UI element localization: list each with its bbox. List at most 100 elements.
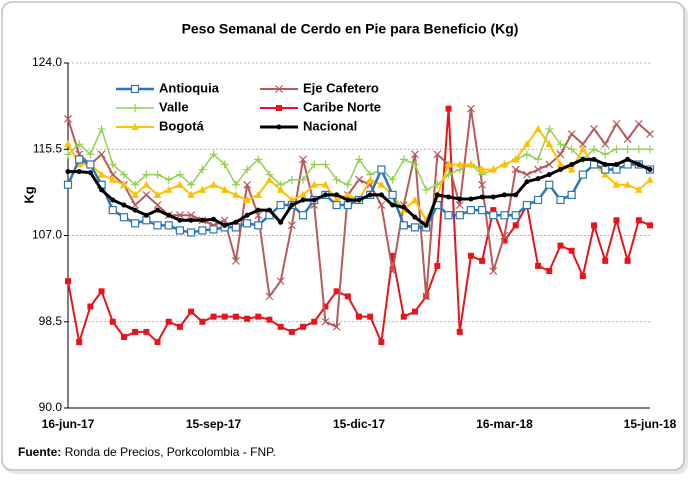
marker — [625, 156, 631, 162]
marker — [121, 202, 127, 208]
marker — [276, 277, 285, 286]
y-tick-label: 115.5 — [33, 141, 62, 155]
marker — [489, 165, 498, 173]
marker — [612, 165, 621, 174]
marker — [545, 124, 554, 133]
marker — [434, 192, 440, 198]
marker — [478, 180, 487, 189]
marker — [86, 160, 95, 169]
marker — [378, 339, 385, 346]
marker — [500, 211, 509, 220]
x-tick-label: 16-jun-17 — [42, 417, 95, 431]
marker — [131, 104, 139, 112]
marker — [108, 160, 117, 169]
marker — [467, 252, 474, 259]
marker — [298, 211, 308, 220]
marker — [511, 165, 520, 174]
marker — [64, 140, 72, 148]
marker — [332, 322, 341, 331]
marker — [411, 308, 418, 315]
marker — [87, 303, 94, 310]
marker — [344, 293, 351, 300]
marker — [221, 313, 228, 320]
marker — [545, 160, 554, 169]
marker — [356, 313, 362, 320]
marker — [456, 328, 463, 335]
marker — [500, 231, 509, 240]
marker — [299, 190, 307, 198]
marker — [434, 262, 441, 269]
marker — [345, 197, 351, 203]
legend-label: Valle — [159, 99, 189, 114]
legend-label: Nacional — [303, 118, 357, 133]
marker — [333, 288, 340, 295]
x-tick-label: 15-jun-18 — [624, 417, 677, 431]
marker — [244, 315, 251, 322]
marker — [310, 180, 319, 188]
marker — [210, 313, 217, 320]
marker — [601, 170, 610, 178]
x-tick-label: 15-sep-17 — [186, 417, 242, 431]
marker — [64, 114, 72, 123]
marker — [187, 211, 196, 220]
marker — [198, 165, 207, 174]
marker — [522, 150, 531, 159]
marker — [287, 175, 296, 184]
marker — [377, 165, 386, 174]
marker — [265, 292, 274, 301]
marker — [623, 135, 632, 144]
marker — [175, 170, 184, 179]
marker — [209, 150, 218, 159]
marker — [635, 217, 642, 224]
marker — [467, 160, 475, 168]
marker — [142, 170, 151, 179]
marker — [153, 201, 162, 209]
chart-title: Peso Semanal de Cerdo en Pie para Benefi… — [182, 21, 519, 37]
marker — [444, 211, 453, 220]
marker — [534, 165, 543, 174]
marker — [332, 175, 341, 184]
marker — [445, 105, 452, 112]
series — [65, 105, 653, 346]
marker — [602, 257, 609, 264]
marker — [567, 165, 576, 173]
marker — [466, 104, 475, 113]
marker — [579, 273, 586, 280]
marker — [198, 226, 207, 235]
marker — [343, 180, 352, 189]
marker — [287, 221, 296, 230]
marker — [343, 200, 352, 210]
marker — [366, 175, 374, 183]
marker — [569, 161, 575, 167]
marker — [602, 161, 608, 167]
marker — [399, 155, 408, 164]
marker — [580, 156, 586, 162]
marker — [636, 161, 642, 167]
marker — [322, 303, 329, 310]
marker — [556, 150, 565, 159]
marker — [545, 140, 554, 148]
marker — [489, 267, 498, 275]
marker — [199, 318, 206, 325]
marker — [209, 225, 218, 234]
marker — [590, 125, 598, 133]
marker — [175, 211, 184, 220]
marker — [233, 219, 239, 225]
legend-label: Caribe Norte — [303, 99, 381, 114]
marker — [367, 313, 374, 320]
marker — [378, 192, 384, 198]
marker — [244, 212, 250, 218]
marker — [131, 190, 139, 198]
marker — [601, 165, 610, 174]
marker — [188, 217, 194, 223]
marker — [132, 207, 138, 213]
marker — [401, 204, 407, 210]
marker — [489, 211, 498, 220]
marker — [311, 318, 318, 325]
marker — [265, 175, 274, 183]
marker — [433, 150, 442, 159]
marker — [478, 165, 486, 173]
marker — [468, 196, 474, 202]
marker — [389, 252, 396, 259]
